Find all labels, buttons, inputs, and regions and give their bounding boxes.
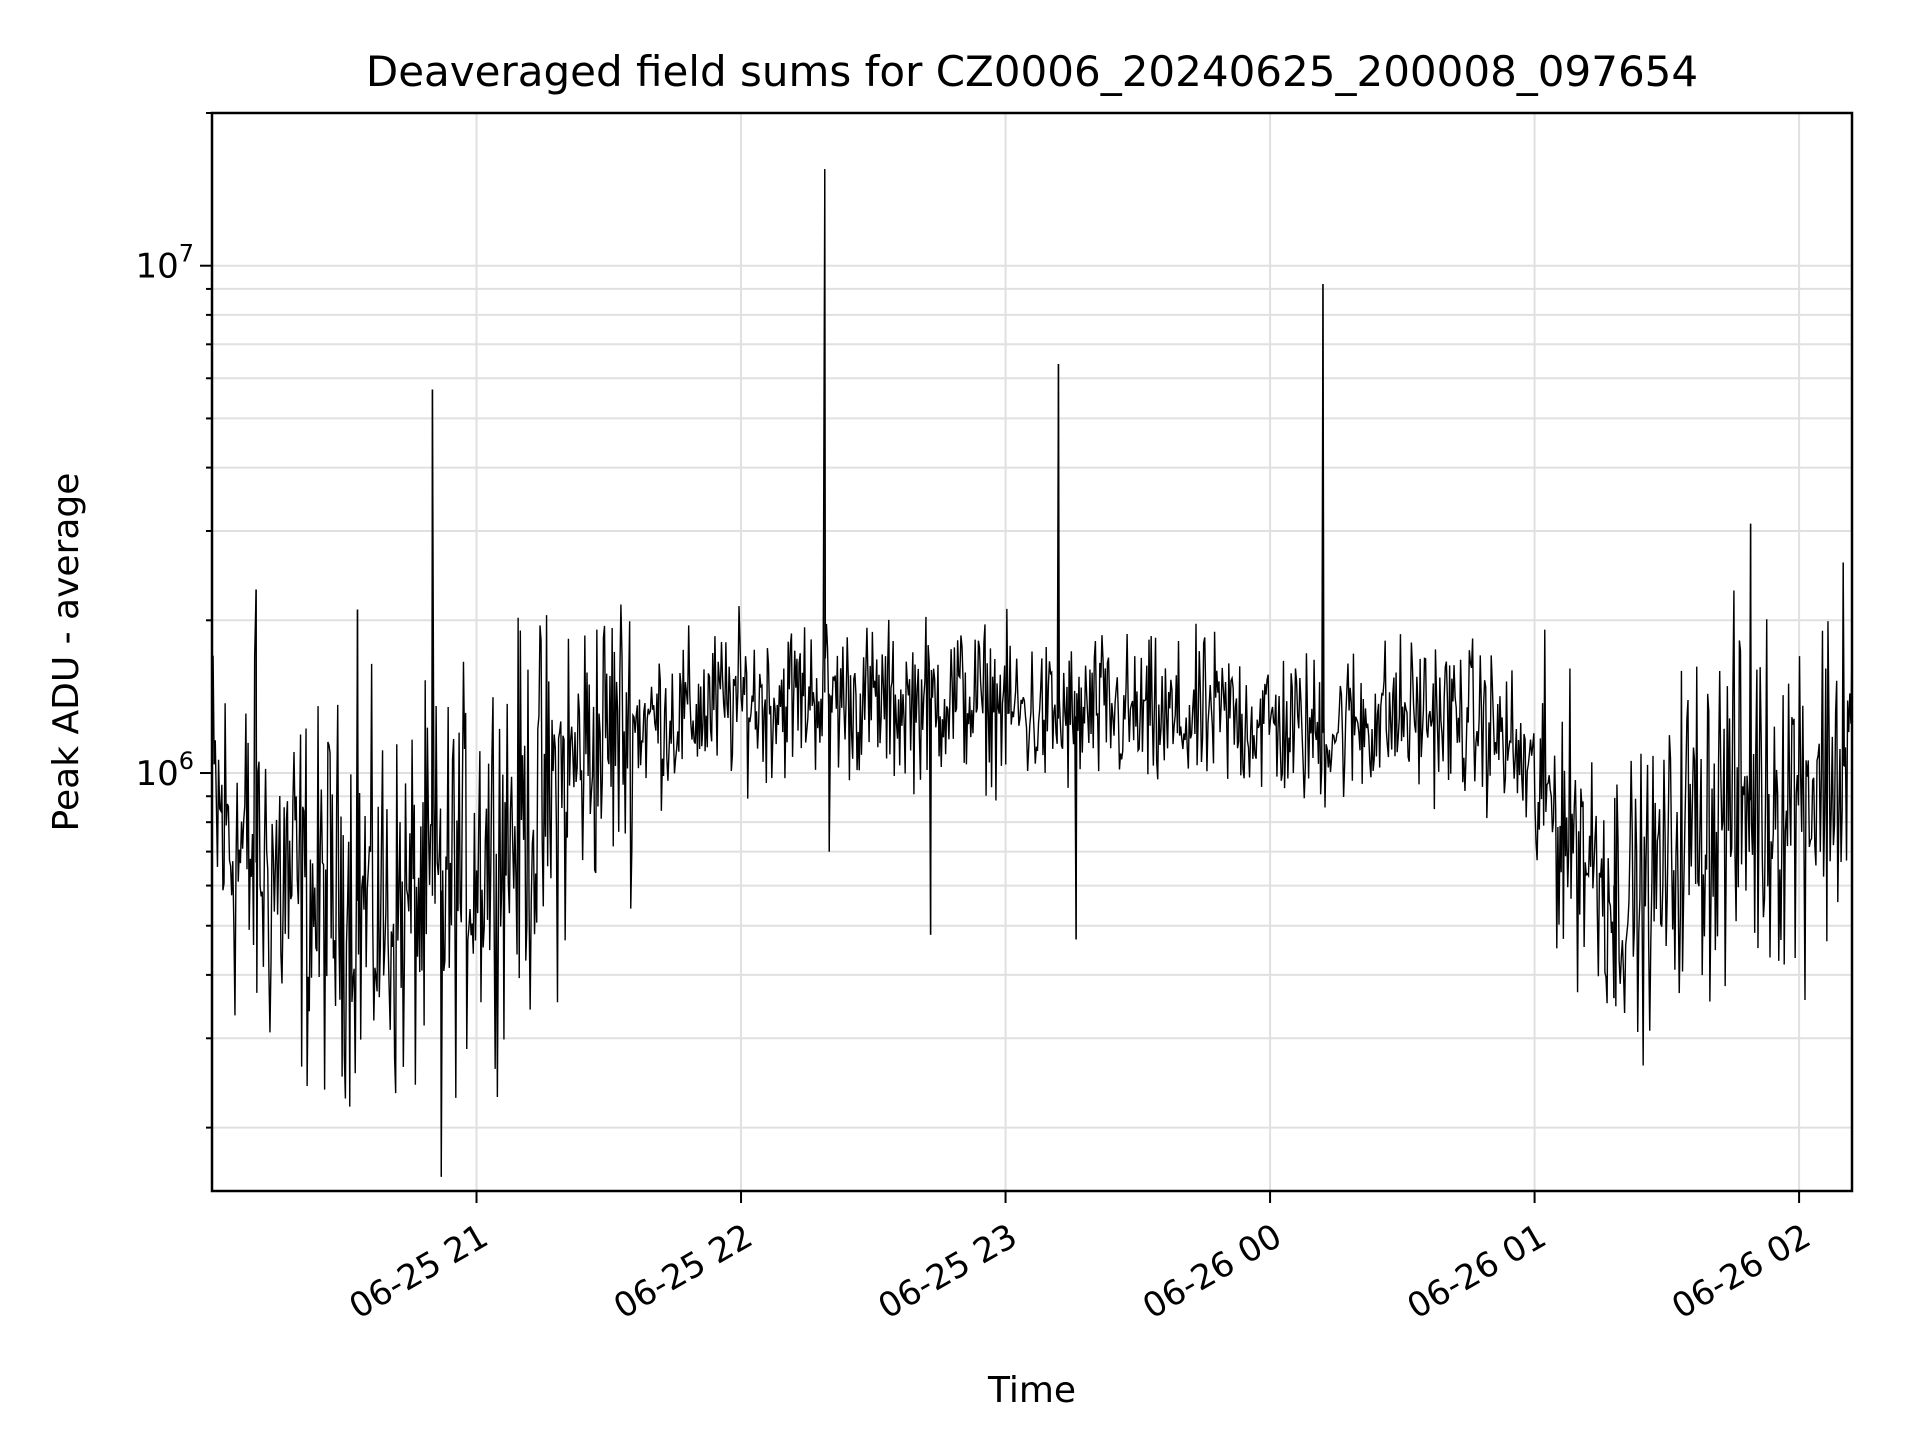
series-line [211,169,1853,1177]
x-tick-label: 06-26 00 [1136,1216,1288,1327]
y-tick-label: 107 [135,240,194,287]
x-tick-label: 06-26 02 [1665,1216,1817,1327]
x-axis-label: Time [987,1370,1076,1411]
plot-frame [210,111,1854,1193]
axis-layer: 06-25 21 06-25 22 06-25 23 06-26 00 06-26 01… [135,112,1818,1327]
y-axis-label: Peak ADU - average [46,473,87,832]
x-tick-label: 06-25 21 [343,1216,495,1327]
chart-title: Deaveraged field sums for CZ0006_2024062… [366,47,1698,96]
series-layer [211,169,1853,1177]
x-tick-label: 06-25 23 [872,1216,1024,1327]
x-tick-label: 06-26 01 [1401,1216,1553,1327]
x-tick-label: 06-25 22 [607,1216,759,1327]
y-tick-label: 106 [135,747,194,794]
